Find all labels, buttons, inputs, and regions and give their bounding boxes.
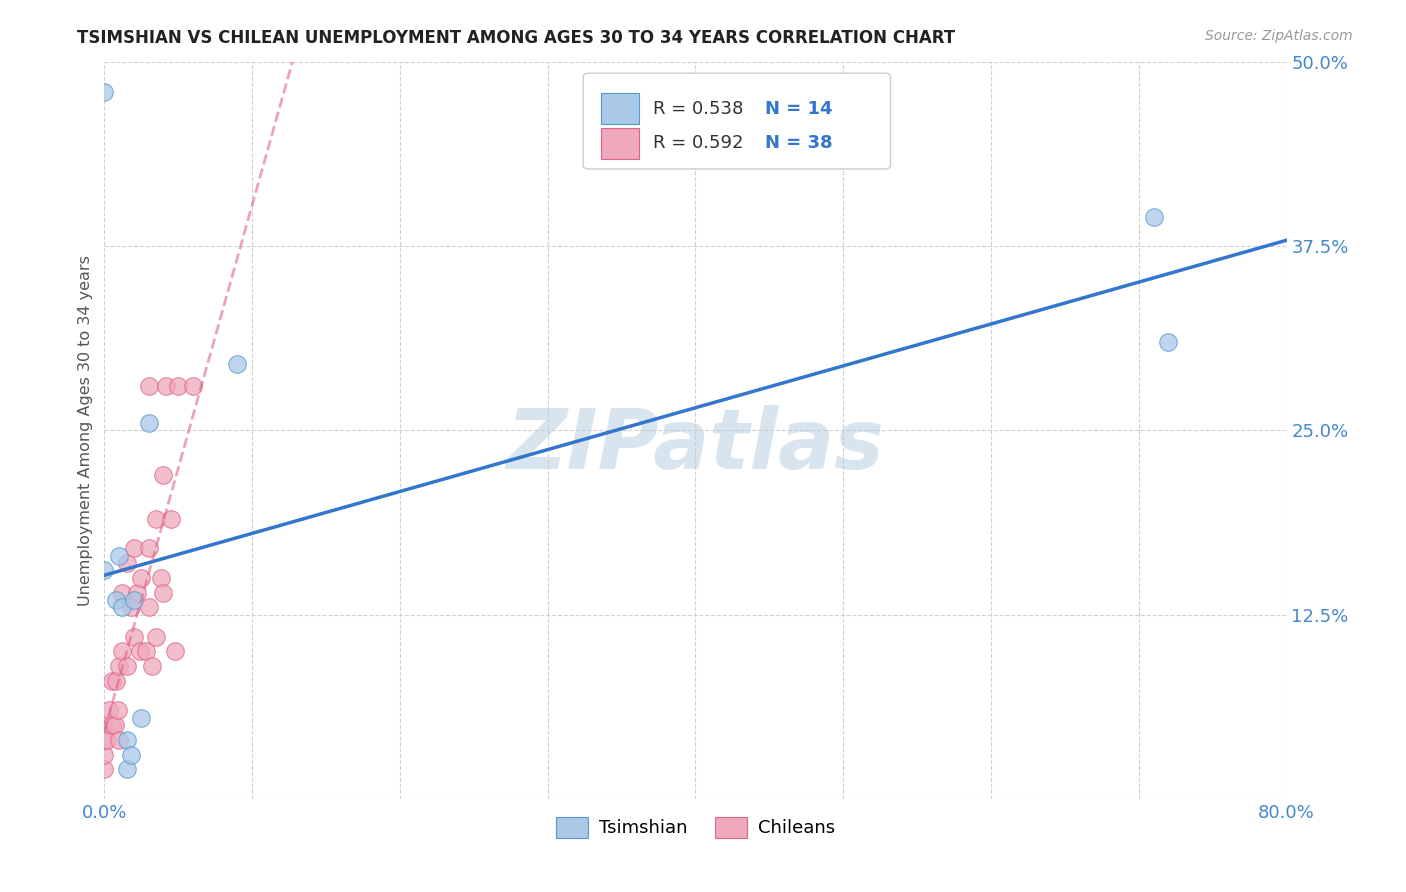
Point: [128, 644, 150, 658]
Point: [1157, 335, 1180, 350]
Point: [105, 673, 128, 688]
Legend: Tsimshian, Chileans: Tsimshian, Chileans: [548, 810, 842, 845]
Point: [145, 630, 167, 644]
Point: [152, 467, 174, 482]
Point: [115, 763, 138, 777]
FancyBboxPatch shape: [583, 73, 890, 169]
Point: [165, 644, 187, 658]
Point: [122, 541, 145, 556]
Text: Source: ZipAtlas.com: Source: ZipAtlas.com: [1205, 29, 1353, 43]
Point: [131, 571, 153, 585]
Point: [226, 357, 249, 371]
Point: [122, 593, 145, 607]
Point: [111, 644, 134, 658]
Point: [131, 711, 153, 725]
Point: [93, 85, 115, 99]
Point: [93, 564, 115, 578]
Point: [1142, 210, 1164, 224]
Point: [138, 541, 160, 556]
Point: [160, 512, 183, 526]
Point: [108, 549, 131, 563]
Point: [97, 703, 120, 717]
Point: [104, 718, 127, 732]
Point: [111, 600, 134, 615]
Point: [181, 379, 204, 393]
Point: [122, 630, 145, 644]
Point: [108, 659, 131, 673]
Point: [155, 379, 177, 393]
Text: N = 38: N = 38: [765, 134, 832, 153]
Point: [138, 416, 160, 430]
FancyBboxPatch shape: [600, 93, 638, 124]
Point: [152, 585, 174, 599]
Point: [100, 718, 122, 732]
Point: [100, 673, 122, 688]
Point: [93, 718, 115, 732]
Point: [107, 703, 129, 717]
Point: [108, 732, 131, 747]
Point: [115, 659, 138, 673]
Text: R = 0.592: R = 0.592: [652, 134, 744, 153]
Text: R = 0.538: R = 0.538: [652, 100, 744, 118]
Text: N = 14: N = 14: [765, 100, 832, 118]
Point: [93, 747, 115, 762]
Point: [105, 593, 128, 607]
Y-axis label: Unemployment Among Ages 30 to 34 years: Unemployment Among Ages 30 to 34 years: [79, 255, 93, 606]
Point: [167, 379, 190, 393]
Point: [115, 732, 138, 747]
Text: ZIPatlas: ZIPatlas: [506, 405, 884, 486]
Point: [135, 644, 157, 658]
Point: [138, 379, 160, 393]
Point: [93, 732, 115, 747]
Point: [120, 600, 142, 615]
Point: [138, 600, 160, 615]
Point: [125, 585, 148, 599]
Point: [149, 571, 172, 585]
Point: [115, 556, 138, 570]
Point: [96, 732, 118, 747]
Point: [120, 747, 142, 762]
Point: [93, 763, 115, 777]
Point: [141, 659, 163, 673]
Text: TSIMSHIAN VS CHILEAN UNEMPLOYMENT AMONG AGES 30 TO 34 YEARS CORRELATION CHART: TSIMSHIAN VS CHILEAN UNEMPLOYMENT AMONG …: [77, 29, 956, 46]
FancyBboxPatch shape: [600, 128, 638, 159]
Point: [145, 512, 167, 526]
Point: [111, 585, 134, 599]
